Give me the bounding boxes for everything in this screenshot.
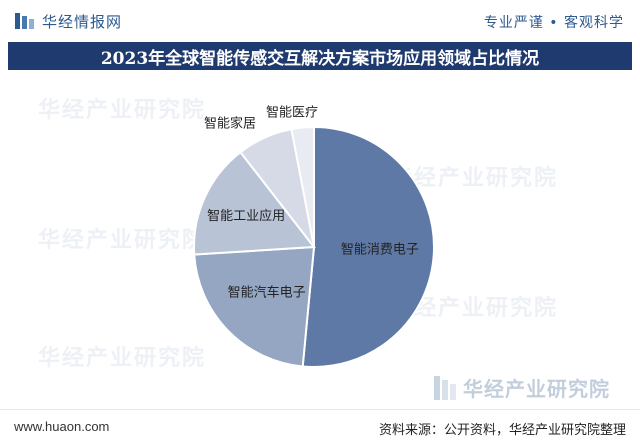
brand[interactable]: 华经情报网 <box>14 9 122 33</box>
chart-title: 2023年全球智能传感交互解决方案市场应用领域占比情况 <box>100 48 540 69</box>
slice-label: 智能工业应用 <box>207 208 285 224</box>
pie-slice <box>193 150 316 256</box>
watermark-brand: 华经产业研究院 <box>433 372 610 402</box>
slice-label: 智能家居 <box>204 116 256 132</box>
huajing-logo-icon <box>15 13 34 29</box>
brand-name: 华经情报网 <box>42 12 123 31</box>
footer-source: 资料来源：公开资料，华经产业研究院整理 <box>378 423 626 438</box>
title-bar: 2023年全球智能传感交互解决方案市场应用领域占比情况 <box>8 42 632 70</box>
tagline: 专业严谨 • 客观科学 <box>483 15 624 31</box>
pie-slice <box>301 125 435 368</box>
pie-slice <box>193 245 316 368</box>
slice-label: 智能消费电子 <box>341 243 419 258</box>
watermark-logo-icon <box>434 376 456 400</box>
footer-url[interactable]: www.huaon.com <box>14 419 110 434</box>
watermark-brand-name: 华经产业研究院 <box>463 376 610 401</box>
top-bar: 华经情报网 专业严谨 • 客观科学 <box>0 0 640 42</box>
pie-slice <box>290 125 315 248</box>
watermark-text: 华经产业研究院 <box>38 98 207 123</box>
footer: www.huaon.com 资料来源：公开资料，华经产业研究院整理 <box>0 409 640 446</box>
watermark-text: 华经产业研究院 <box>38 228 207 253</box>
watermark-text: 华经产业研究院 <box>38 346 207 371</box>
slice-label: 智能医疗 <box>266 106 318 121</box>
slice-label: 智能汽车电子 <box>228 284 306 300</box>
